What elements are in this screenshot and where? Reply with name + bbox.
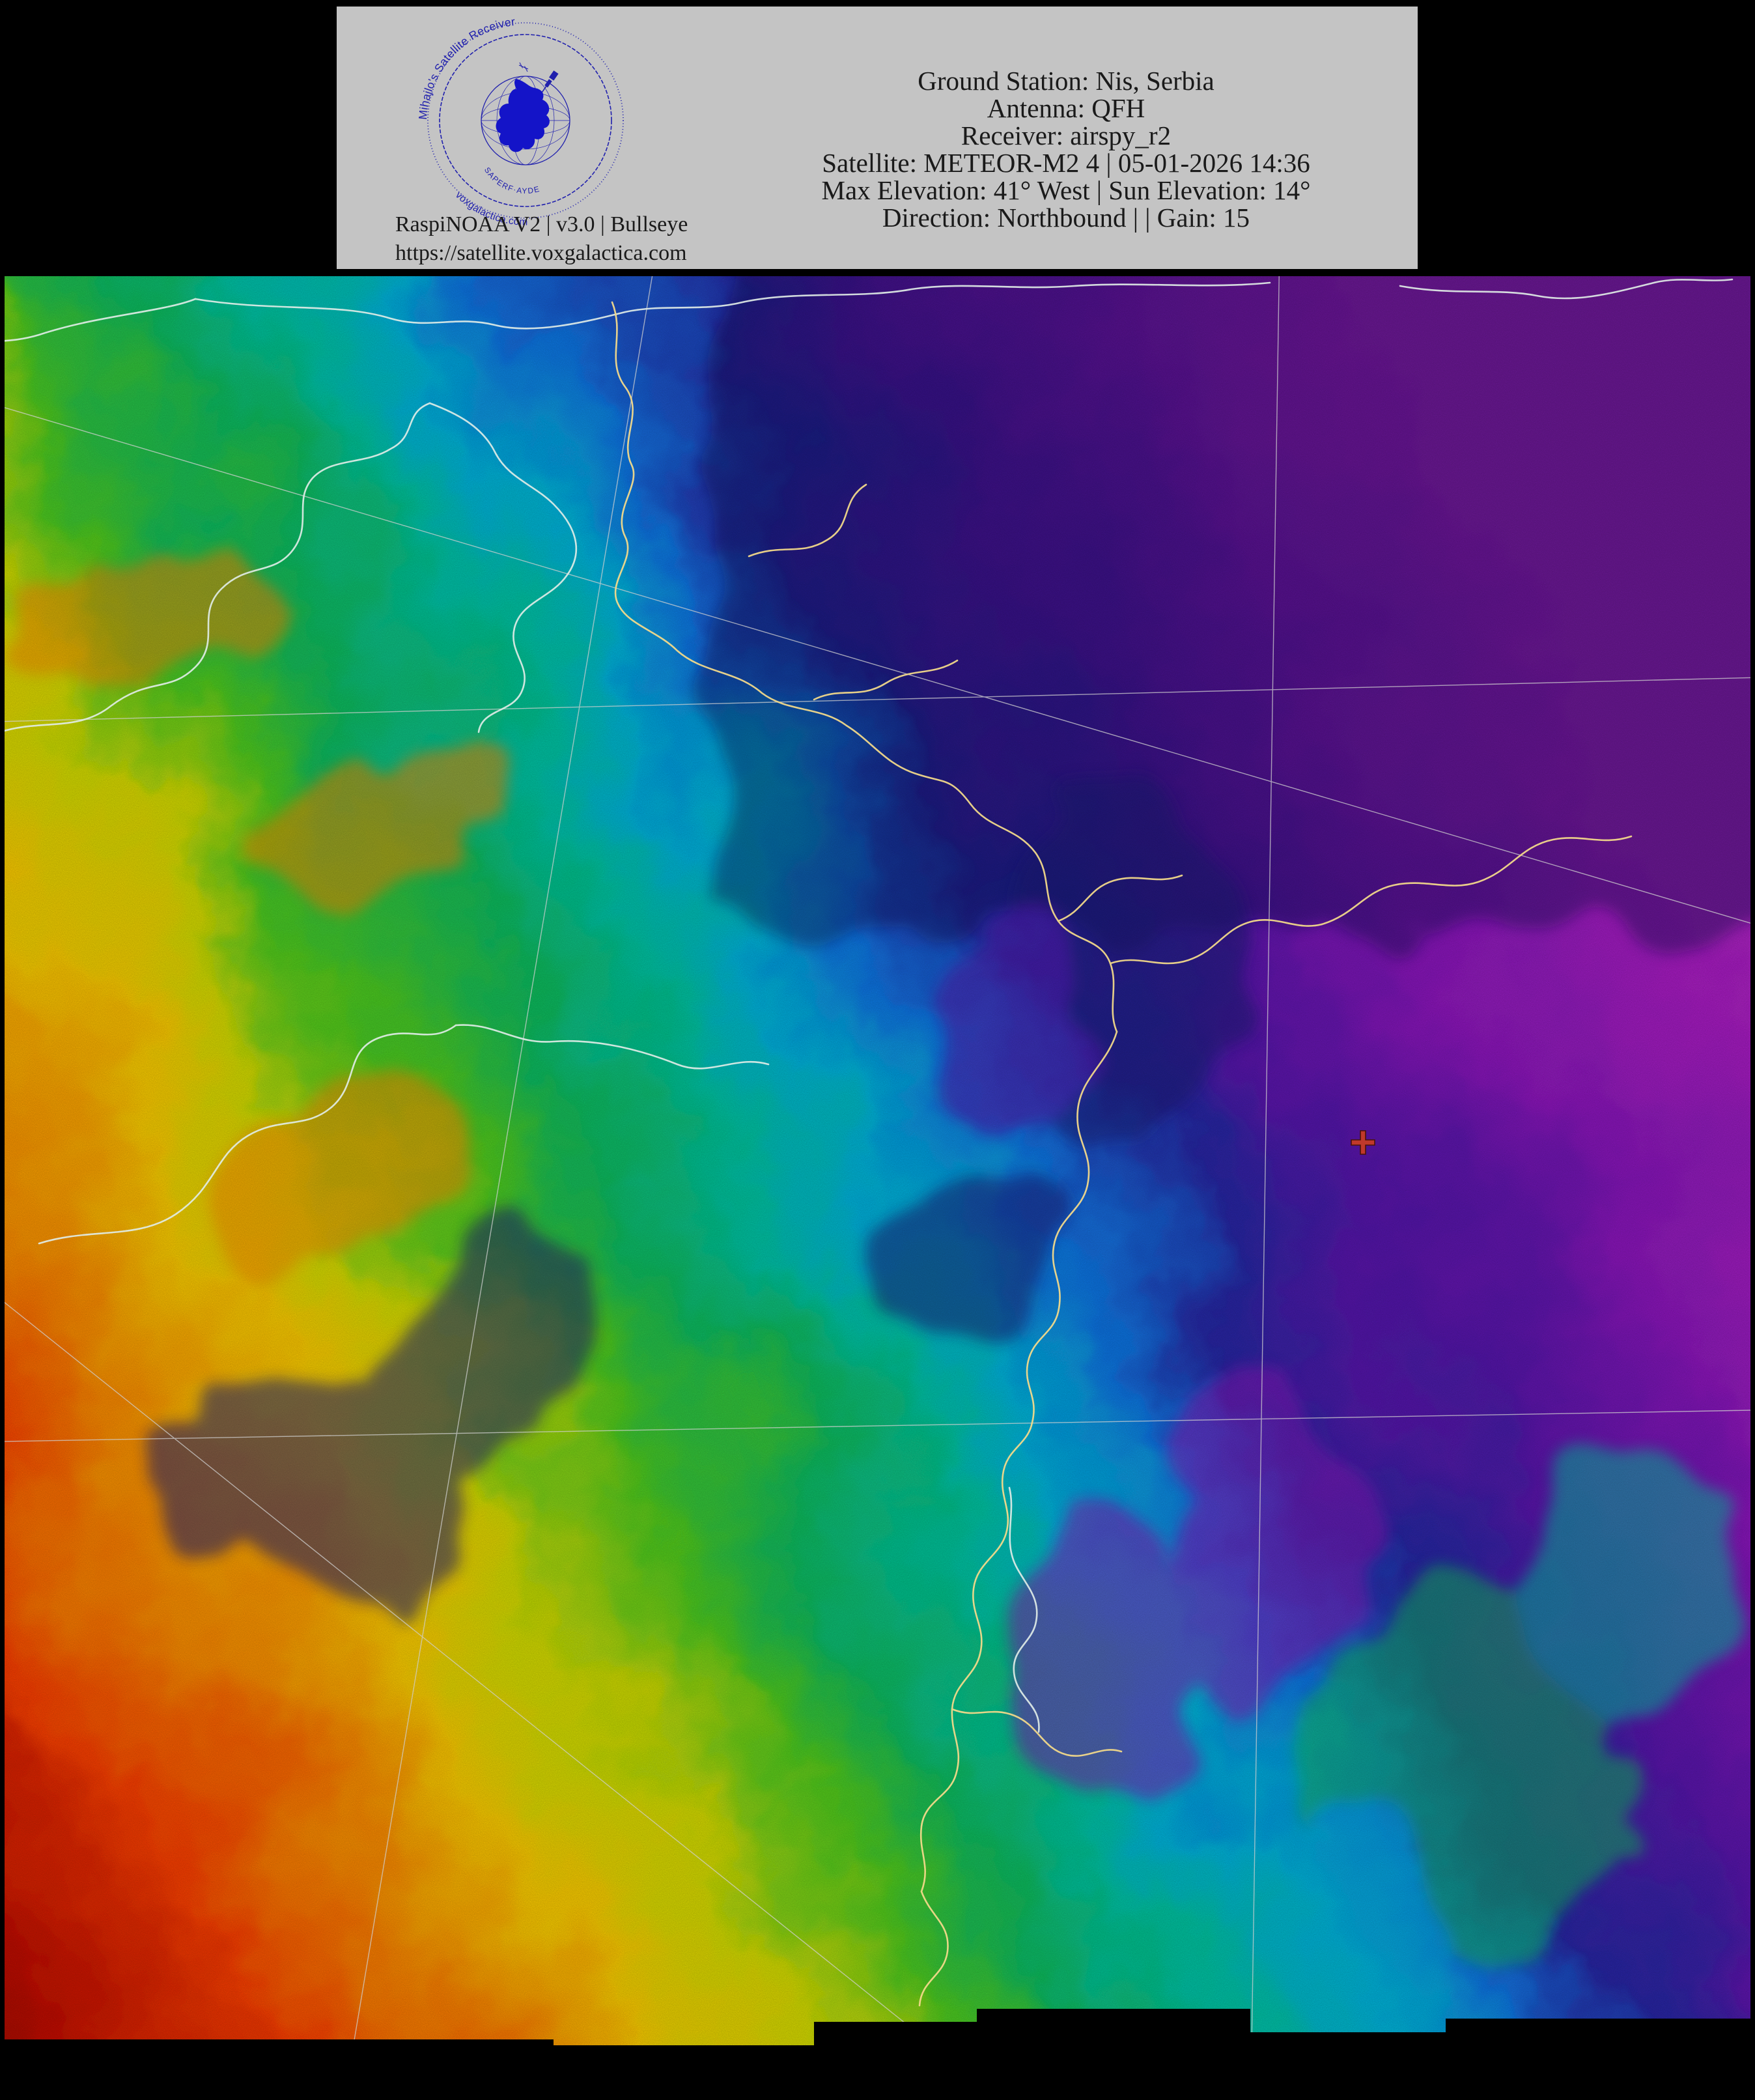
svg-text:Mihajlo's Satellite Receiver: Mihajlo's Satellite Receiver xyxy=(416,16,516,120)
svg-text:SAPERF·AYDE: SAPERF·AYDE xyxy=(483,165,541,195)
